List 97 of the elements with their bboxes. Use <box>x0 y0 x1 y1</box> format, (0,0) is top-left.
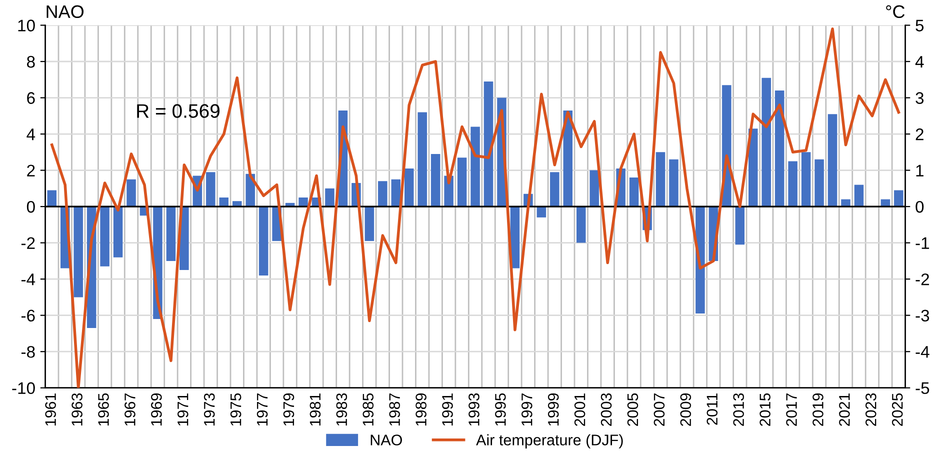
bar <box>430 154 440 207</box>
x-tick-label: 1991 <box>442 393 453 426</box>
x-tick-label: 1969 <box>151 393 162 426</box>
y-tick-label: 4 <box>26 128 36 140</box>
y-tick-label: -2 <box>21 237 35 249</box>
y2-tick-label: -3 <box>916 310 930 322</box>
x-tick-label: 1983 <box>336 393 348 426</box>
y2-tick-label: 3 <box>916 92 924 104</box>
x-tick-label: 1965 <box>98 393 109 426</box>
bar <box>100 206 110 266</box>
x-tick-label: 2005 <box>627 393 638 426</box>
bar <box>258 206 268 276</box>
x-tick-label: 1961 <box>45 393 56 426</box>
y-tick-label: 8 <box>27 56 35 68</box>
y2-axis-title: °C <box>886 5 905 18</box>
y2-tick-label: -4 <box>916 346 930 358</box>
x-tick-label: 1973 <box>204 393 215 426</box>
x-tick-label: 1981 <box>310 393 321 426</box>
y2-tick-label: -5 <box>916 382 930 394</box>
bar <box>696 206 705 314</box>
y-tick-label: -4 <box>21 274 36 286</box>
x-tick-label: 2019 <box>812 393 824 426</box>
x-tick-label: 2021 <box>839 393 850 426</box>
x-tick-label: 1995 <box>495 393 506 426</box>
x-tick-label: 1967 <box>124 393 136 426</box>
legend-label: NAO <box>370 434 402 446</box>
bar <box>47 190 57 207</box>
y2-tick-label: 1 <box>916 164 924 176</box>
bar <box>801 152 811 207</box>
x-tick-label: 2011 <box>706 393 718 425</box>
bar <box>418 112 427 207</box>
y-tick-label: 10 <box>18 20 35 32</box>
x-tick-label: 1975 <box>230 393 242 426</box>
bar <box>894 190 904 207</box>
bar <box>325 188 334 207</box>
x-tick-label: 1971 <box>177 393 188 426</box>
x-tick-label: 1987 <box>389 393 400 426</box>
bar <box>576 206 586 243</box>
bar <box>590 170 599 207</box>
y-axis-title: NAO <box>46 5 84 18</box>
x-tick-label: 1999 <box>548 393 559 426</box>
bar <box>404 168 414 207</box>
bar <box>484 81 494 207</box>
bar <box>828 114 838 207</box>
y2-tick-label: -1 <box>916 237 930 249</box>
bar <box>854 184 864 207</box>
x-tick-label: 1997 <box>521 393 532 426</box>
bar <box>113 206 123 258</box>
bar <box>748 128 758 207</box>
y-tick-label: -6 <box>21 310 35 322</box>
x-tick-label: 1979 <box>283 393 294 426</box>
y2-tick-label: 4 <box>915 56 924 68</box>
bar <box>126 179 136 207</box>
x-tick-label: 1977 <box>256 393 268 426</box>
bar <box>550 172 560 207</box>
x-tick-label: 1963 <box>72 393 82 426</box>
y-tick-label: 6 <box>27 92 35 104</box>
bar <box>629 178 639 207</box>
x-tick-label: 1993 <box>468 393 480 426</box>
y2-tick-label: 2 <box>916 128 924 140</box>
bar <box>814 159 824 207</box>
bar <box>762 78 771 207</box>
x-tick-label: 1989 <box>416 393 426 426</box>
bar <box>470 126 480 207</box>
bar <box>246 174 255 207</box>
bar <box>788 161 798 207</box>
x-tick-label: 2007 <box>654 393 665 426</box>
bar <box>206 172 216 207</box>
x-tick-label: 2025 <box>892 393 903 426</box>
annotation: R = 0.569 <box>137 104 220 118</box>
x-tick-label: 2001 <box>574 393 586 426</box>
y2-tick-label: -2 <box>916 273 929 286</box>
y-tick-label: 2 <box>27 164 35 176</box>
y-tick-label: -10 <box>12 382 35 394</box>
bar <box>656 152 666 207</box>
x-tick-label: 2013 <box>733 393 744 426</box>
bar <box>74 206 83 298</box>
bar <box>298 197 308 207</box>
bar <box>669 159 678 207</box>
bar <box>457 158 467 207</box>
x-tick-label: 2003 <box>600 393 612 426</box>
x-tick-label: 2023 <box>865 393 876 426</box>
bar <box>735 206 745 245</box>
y-tick-label: 0 <box>26 200 35 213</box>
bar <box>378 181 388 207</box>
x-tick-label: 2015 <box>760 393 770 426</box>
bar <box>774 90 784 207</box>
line-series <box>50 27 900 388</box>
y2-tick-label: 0 <box>916 200 924 213</box>
bar <box>166 206 176 261</box>
x-tick-label: 2009 <box>680 393 692 426</box>
y2-tick-label: 5 <box>916 20 924 32</box>
x-tick-label: 1985 <box>362 393 374 426</box>
x-tick-label: 2017 <box>786 393 797 426</box>
bar <box>364 206 374 241</box>
y-tick-label: -8 <box>21 346 35 358</box>
legend-label: Air temperature (DJF) <box>476 434 623 448</box>
